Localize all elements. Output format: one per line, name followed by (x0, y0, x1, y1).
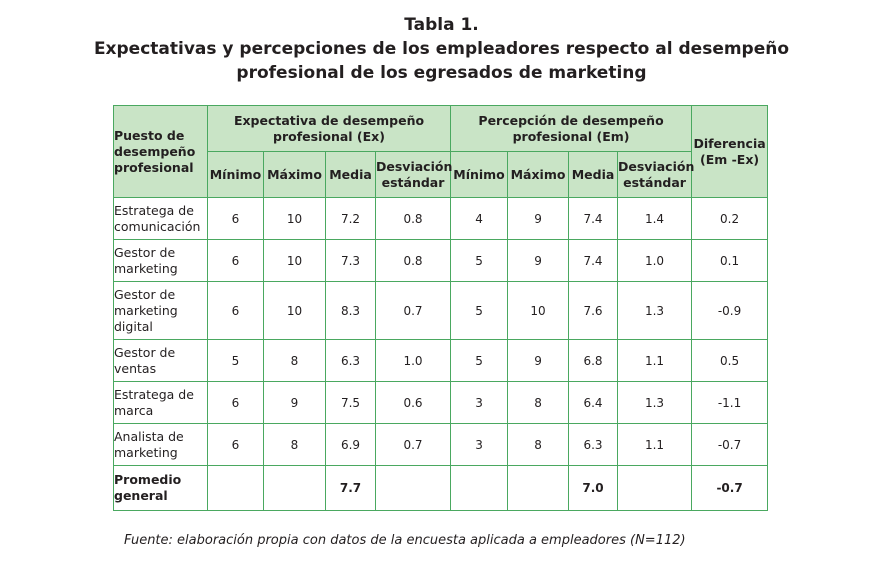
cell-ex-minimo: 6 (207, 381, 264, 424)
cell-ex-desviacion: 0.6 (374, 381, 452, 424)
cell-em-media: 7.6 (568, 281, 619, 340)
cell-ex-desviacion: 1.0 (374, 339, 452, 382)
cell-em-media: 7.4 (568, 197, 619, 240)
avg-ex-minimo (207, 465, 264, 511)
cell-em-maximo: 8 (507, 423, 570, 466)
table-row: Gestor de ventas 5 8 6.3 1.0 5 9 6.8 1.1… (113, 339, 769, 382)
cell-ex-desviacion: 0.7 (374, 423, 452, 466)
header-em-maximo: Máximo (507, 151, 570, 198)
cell-em-minimo: 5 (450, 239, 509, 282)
average-row: Promedio general 7.7 7.0 -0.7 (113, 465, 769, 511)
cell-em-media: 6.4 (568, 381, 619, 424)
cell-em-desviacion: 1.1 (617, 339, 693, 382)
row-label: Gestor de ventas (113, 339, 208, 382)
cell-ex-maximo: 10 (263, 239, 326, 282)
cell-ex-minimo: 6 (207, 197, 264, 240)
header-ex-maximo: Máximo (263, 151, 326, 198)
cell-em-media: 7.4 (568, 239, 619, 282)
header-ex-media: Media (325, 151, 376, 198)
avg-ex-desviacion (374, 465, 452, 511)
cell-diferencia: -0.7 (691, 423, 769, 466)
cell-em-desviacion: 1.1 (617, 423, 693, 466)
cell-em-desviacion: 1.4 (617, 197, 693, 240)
cell-ex-maximo: 10 (263, 281, 326, 340)
row-label: Gestor de marketing (113, 239, 208, 282)
cell-ex-media: 8.3 (325, 281, 376, 340)
average-label: Promedio general (113, 465, 208, 511)
cell-em-desviacion: 1.3 (617, 381, 693, 424)
cell-diferencia: -1.1 (691, 381, 769, 424)
cell-diferencia: 0.2 (691, 197, 769, 240)
avg-em-maximo (507, 465, 570, 511)
row-label: Analista de marketing (113, 423, 208, 466)
cell-em-maximo: 9 (507, 239, 570, 282)
table-row: Analista de marketing 6 8 6.9 0.7 3 8 6.… (113, 423, 769, 466)
cell-ex-maximo: 9 (263, 381, 326, 424)
cell-em-media: 6.3 (568, 423, 619, 466)
avg-ex-media: 7.7 (325, 465, 376, 511)
cell-diferencia: -0.9 (691, 281, 769, 340)
cell-em-maximo: 9 (507, 197, 570, 240)
cell-em-media: 6.8 (568, 339, 619, 382)
table-row: Estratega de marca 6 9 7.5 0.6 3 8 6.4 1… (113, 381, 769, 424)
cell-em-minimo: 5 (450, 281, 509, 340)
avg-em-desviacion (617, 465, 693, 511)
cell-ex-media: 6.9 (325, 423, 376, 466)
avg-ex-maximo (263, 465, 326, 511)
row-label: Estratega de marca (113, 381, 208, 424)
table-label: Tabla 1. (404, 15, 479, 35)
cell-em-minimo: 4 (450, 197, 509, 240)
cell-em-minimo: 3 (450, 423, 509, 466)
header-ex-minimo: Mínimo (207, 151, 264, 198)
avg-em-media: 7.0 (568, 465, 619, 511)
cell-em-desviacion: 1.0 (617, 239, 693, 282)
table-header: Puesto de desempeño profesional Expectat… (113, 105, 769, 198)
cell-ex-media: 7.3 (325, 239, 376, 282)
header-em-desviacion: Desviación estándar (617, 151, 694, 198)
data-table: Puesto de desempeño profesional Expectat… (113, 105, 769, 511)
cell-ex-maximo: 10 (263, 197, 326, 240)
row-label: Gestor de marketing digital (113, 281, 208, 340)
header-em-minimo: Mínimo (450, 151, 509, 198)
table-body: Estratega de comunicación 6 10 7.2 0.8 4… (113, 197, 769, 511)
cell-ex-minimo: 6 (207, 281, 264, 340)
table-row: Gestor de marketing 6 10 7.3 0.8 5 9 7.4… (113, 239, 769, 282)
table-title: Expectativas y percepciones de los emple… (93, 39, 790, 83)
cell-ex-minimo: 6 (207, 423, 264, 466)
row-label: Estratega de comunicación (113, 197, 208, 240)
table-row: Gestor de marketing digital 6 10 8.3 0.7… (113, 281, 769, 340)
cell-ex-minimo: 5 (207, 339, 264, 382)
cell-em-maximo: 9 (507, 339, 570, 382)
cell-ex-media: 7.5 (325, 381, 376, 424)
cell-ex-media: 6.3 (325, 339, 376, 382)
cell-em-minimo: 3 (450, 381, 509, 424)
table-caption: Tabla 1. Expectativas y percepciones de … (0, 14, 883, 85)
cell-diferencia: 0.5 (691, 339, 769, 382)
header-diferencia: Diferencia (Em -Ex) (691, 105, 769, 198)
table-row: Estratega de comunicación 6 10 7.2 0.8 4… (113, 197, 769, 240)
cell-ex-maximo: 8 (263, 423, 326, 466)
cell-ex-media: 7.2 (325, 197, 376, 240)
cell-ex-desviacion: 0.8 (374, 239, 452, 282)
cell-diferencia: 0.1 (691, 239, 769, 282)
cell-em-desviacion: 1.3 (617, 281, 693, 340)
cell-em-minimo: 5 (450, 339, 509, 382)
avg-diferencia: -0.7 (691, 465, 769, 511)
cell-em-maximo: 8 (507, 381, 570, 424)
cell-ex-desviacion: 0.8 (374, 197, 452, 240)
header-percepcion: Percepción de desempeño profesional (Em) (450, 105, 693, 152)
cell-ex-minimo: 6 (207, 239, 264, 282)
header-puesto: Puesto de desempeño profesional (113, 105, 208, 198)
header-expectativa: Expectativa de desempeño profesional (Ex… (206, 105, 452, 152)
cell-ex-maximo: 8 (263, 339, 326, 382)
header-em-media: Media (568, 151, 619, 198)
header-ex-desviacion: Desviación estándar (374, 151, 452, 198)
source-note: Fuente: elaboración propia con datos de … (124, 533, 686, 548)
cell-ex-desviacion: 0.7 (374, 281, 452, 340)
avg-em-minimo (450, 465, 509, 511)
cell-em-maximo: 10 (507, 281, 570, 340)
